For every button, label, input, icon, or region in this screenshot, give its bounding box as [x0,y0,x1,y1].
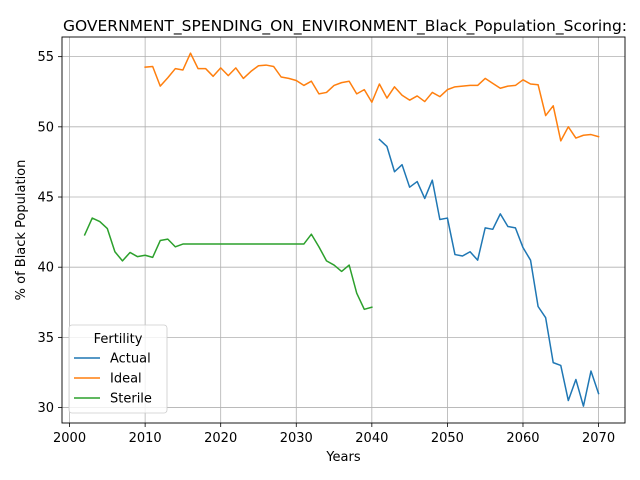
y-tick-label: 50 [37,120,54,135]
x-tick-label: 2070 [582,431,615,446]
y-tick-label: 45 [37,191,54,206]
chart-title: GOVERNMENT_SPENDING_ON_ENVIRONMENT_Black… [63,17,627,36]
series-line-actual [378,138,600,407]
x-tick-label: 2060 [506,431,539,446]
x-tick-label: 2010 [129,431,162,446]
plot-frame [61,36,626,424]
x-tick-label: 2020 [204,431,237,446]
series-layer [83,52,600,407]
x-axis-label: Years [325,450,361,465]
y-tick-label: 35 [37,331,54,346]
legend-label-actual: Actual [110,352,151,367]
legend-label-sterile: Sterile [110,392,152,407]
y-axis: 30 35 40 45 50 55 [37,50,62,416]
legend-box [68,324,168,414]
legend-label-ideal: Ideal [110,372,142,387]
x-tick-label: 2040 [355,431,388,446]
series-line-sterile [83,217,373,311]
y-axis-label: % of Black Population [14,160,29,301]
y-tick-label: 55 [37,50,54,65]
series-line-ideal [144,52,600,142]
y-tick-label: 30 [37,401,54,416]
x-tick-label: 2030 [280,431,313,446]
x-axis: 2000 2010 2020 2030 2040 2050 2060 2070 [53,423,615,446]
legend: Fertility Actual Ideal Sterile [68,324,168,414]
x-tick-label: 2050 [431,431,464,446]
legend-title: Fertility [94,332,143,347]
x-tick-label: 2000 [53,431,86,446]
y-tick-label: 40 [37,261,54,276]
